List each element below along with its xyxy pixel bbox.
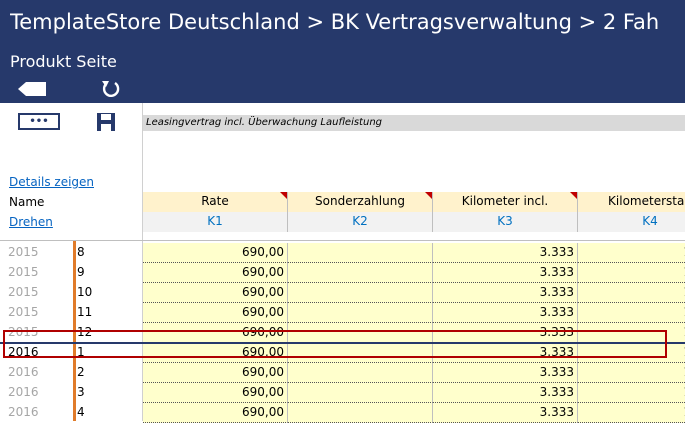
data-cell: 3.333	[433, 263, 578, 283]
data-cell	[288, 403, 433, 423]
data-cell: 690,00	[143, 343, 288, 363]
column-header: Sonderzahlung	[288, 192, 433, 212]
more-button[interactable]: •••	[18, 113, 60, 130]
month-cell: 1	[77, 345, 85, 359]
data-cell: 3.333	[433, 343, 578, 363]
data-cell	[288, 283, 433, 303]
data-cell	[288, 303, 433, 323]
header-rule	[0, 240, 685, 241]
year-cell: 2015	[8, 325, 39, 339]
data-cell: 690,00	[143, 363, 288, 383]
header-marker	[570, 192, 577, 199]
data-cell: 690,00	[143, 403, 288, 423]
year-cell: 2016	[8, 405, 39, 419]
month-cell: 3	[77, 385, 85, 399]
month-cell: 12	[77, 325, 93, 339]
column-code: K4	[578, 212, 685, 232]
column-header: Kilometerstan	[578, 192, 685, 212]
year-cell: 2016	[8, 365, 39, 379]
column-code: K1	[143, 212, 288, 232]
column-header: Kilometer incl.	[433, 192, 578, 212]
header-marker	[280, 192, 287, 199]
year-cell: 2015	[8, 265, 39, 279]
month-cell: 11	[77, 305, 93, 319]
year-cell: 2015	[8, 285, 39, 299]
data-cell	[288, 383, 433, 403]
year-cell: 2016	[8, 385, 39, 399]
year-cell: 2015	[8, 305, 39, 319]
data-cell: 690,00	[143, 243, 288, 263]
back-button[interactable]	[18, 81, 48, 97]
save-button[interactable]	[96, 112, 116, 132]
data-cell	[288, 343, 433, 363]
data-cell	[288, 243, 433, 263]
data-cell: 1	[578, 303, 685, 323]
column-code: K2	[288, 212, 433, 232]
breadcrumb-title: TemplateStore Deutschland > BK Vertragsv…	[10, 10, 660, 34]
data-cell	[288, 363, 433, 383]
selection-box	[3, 330, 667, 358]
data-cell: 3.333	[433, 283, 578, 303]
header-marker	[425, 192, 432, 199]
name-label: Name	[9, 195, 45, 209]
panel-divider	[142, 103, 143, 421]
month-cell: 8	[77, 245, 85, 259]
row-separator	[0, 342, 685, 344]
data-cell: 3.333	[433, 323, 578, 343]
data-cell: 1	[578, 363, 685, 383]
month-cell: 2	[77, 365, 85, 379]
data-cell: 690,00	[143, 303, 288, 323]
data-cell: 3.333	[433, 403, 578, 423]
data-cell: 1	[578, 243, 685, 263]
data-cell: 3.333	[433, 243, 578, 263]
data-cell: 3.333	[433, 383, 578, 403]
data-cell: 1	[578, 383, 685, 403]
section-note: Leasingvertrag incl. Überwachung Lauflei…	[143, 115, 685, 131]
details-link[interactable]: Details zeigen	[9, 175, 95, 189]
data-cell: 1	[578, 263, 685, 283]
data-cell: 1	[578, 283, 685, 303]
data-cell: 690,00	[143, 283, 288, 303]
data-cell: 1	[578, 343, 685, 363]
data-cell: 690,00	[143, 383, 288, 403]
month-cell: 9	[77, 265, 85, 279]
column-header: Rate	[143, 192, 288, 212]
data-cell	[288, 263, 433, 283]
column-code: K3	[433, 212, 578, 232]
data-cell: 3.333	[433, 363, 578, 383]
header-bar: TemplateStore Deutschland > BK Vertragsv…	[0, 0, 685, 103]
year-cell: 2015	[8, 245, 39, 259]
page-subtitle: Produkt Seite	[10, 52, 117, 71]
data-cell: 3.333	[433, 303, 578, 323]
data-cell: 690,00	[143, 263, 288, 283]
year-cell: 2016	[8, 345, 39, 359]
refresh-button[interactable]	[100, 79, 122, 99]
month-cell: 4	[77, 405, 85, 419]
data-cell: 1	[578, 403, 685, 423]
month-cell: 10	[77, 285, 93, 299]
rotate-link[interactable]: Drehen	[9, 215, 53, 229]
